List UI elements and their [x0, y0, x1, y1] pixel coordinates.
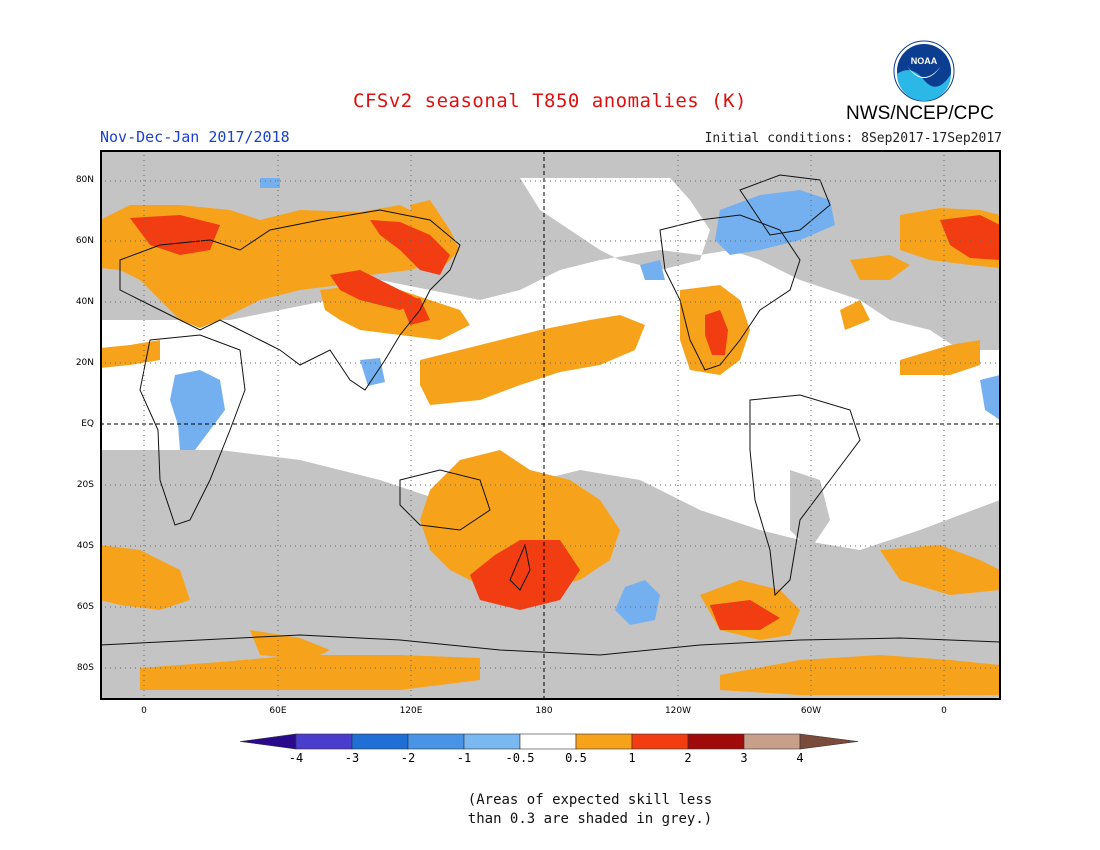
colorbar-label: 3 — [740, 751, 748, 765]
red-warm-regions — [130, 215, 1000, 630]
initial-conditions-label: Initial conditions: 8Sep2017-17Sep2017 — [704, 131, 1002, 146]
lon-label-60e: 60E — [269, 706, 287, 716]
colorbar-swatch — [743, 733, 801, 750]
lat-label-40n: 40N — [75, 297, 94, 307]
lat-label-20s: 20S — [76, 480, 94, 490]
colorbar-swatch — [351, 733, 409, 750]
lat-label-eq: EQ — [81, 419, 94, 429]
anomaly-map — [100, 150, 1002, 704]
color-legend — [239, 733, 862, 755]
coastline-outlines — [100, 174, 1000, 656]
lat-label-80n: 80N — [75, 175, 94, 185]
agency-label: NWS/NCEP/CPC — [846, 103, 994, 124]
page-title: CFSv2 seasonal T850 anomalies (K) — [353, 90, 747, 112]
graticule — [100, 150, 1000, 700]
footnote-line-1: (Areas of expected skill less — [467, 792, 713, 808]
colorbar-label: 4 — [796, 751, 804, 765]
colorbar-swatch — [295, 733, 353, 750]
colorbar-swatch — [463, 733, 521, 750]
lon-label-120e: 120E — [399, 706, 423, 716]
skill-footnote: (Areas of expected skill less than 0.3 a… — [440, 791, 740, 829]
colorbar-label: -1 — [456, 751, 472, 765]
colorbar-label: 2 — [684, 751, 692, 765]
lon-label-0-east: 0 — [941, 706, 947, 716]
lon-label-0: 0 — [141, 706, 147, 716]
colorbar-swatch — [519, 733, 577, 750]
colorbar-label: 0.5 — [565, 751, 587, 765]
lon-label-180: 180 — [535, 706, 553, 716]
lon-label-60w: 60W — [800, 706, 822, 716]
noaa-logo: NOAA — [893, 40, 955, 106]
lat-label-60n: 60N — [75, 236, 94, 246]
equator-and-dateline — [100, 150, 1000, 700]
colorbar-arrow-low — [239, 733, 297, 750]
colorbar-label: 1 — [628, 751, 636, 765]
colorbar-label: -4 — [288, 751, 304, 765]
colorbar-label: -3 — [344, 751, 360, 765]
colorbar-label: -0.5 — [505, 751, 535, 765]
colorbar-swatch — [631, 733, 689, 750]
logo-text: NOAA — [911, 56, 938, 66]
colorbar-swatch — [575, 733, 633, 750]
colorbar-swatch — [407, 733, 465, 750]
lat-label-40s: 40S — [76, 541, 94, 551]
colorbar-label: -2 — [400, 751, 416, 765]
footnote-line-2: than 0.3 are shaded in grey.) — [467, 811, 713, 827]
map-frame — [100, 150, 1001, 700]
lat-label-20n: 20N — [75, 358, 94, 368]
lat-label-60s: 60S — [76, 602, 94, 612]
season-label: Nov-Dec-Jan 2017/2018 — [100, 128, 290, 146]
blue-cool-regions — [170, 178, 1000, 625]
colorbar-swatch — [687, 733, 745, 750]
colorbar-arrow-high — [799, 733, 859, 750]
lat-label-80s: 80S — [76, 663, 94, 673]
lon-label-120w: 120W — [664, 706, 692, 716]
